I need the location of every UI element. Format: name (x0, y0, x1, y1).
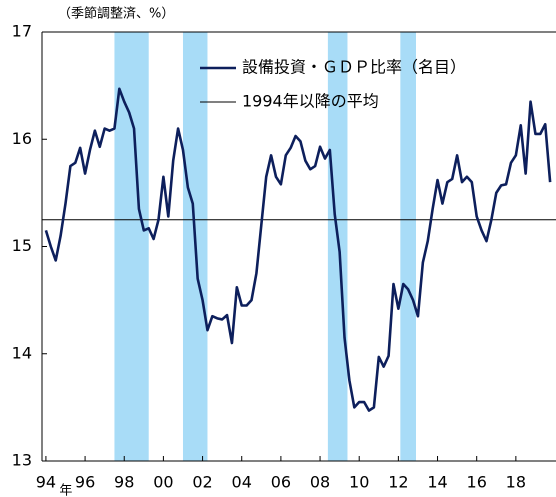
x-tick-label: 96 (75, 473, 95, 492)
y-unit-label: （季節調整済、%） (58, 6, 174, 22)
x-tick-label: 12 (388, 473, 408, 492)
y-tick-label: 17 (12, 22, 32, 41)
shaded-period (114, 32, 149, 461)
legend-label: 1994年以降の平均 (242, 92, 379, 111)
shaded-period (400, 32, 416, 461)
x-tick-label: 04 (232, 473, 252, 492)
series-line (44, 87, 552, 412)
x-tick-label: 02 (192, 473, 212, 492)
legend-label: 設備投資・ＧＤＰ比率（名目） (242, 58, 466, 77)
x-tick-label: 94 (36, 473, 56, 492)
x-unit-label: 年 (59, 484, 72, 497)
x-tick-label: 00 (153, 473, 173, 492)
x-tick-label: 16 (467, 473, 487, 492)
y-tick-label: 14 (12, 343, 32, 362)
x-tick-label: 10 (349, 473, 369, 492)
x-tick-label: 14 (427, 473, 447, 492)
y-tick-label: 15 (12, 236, 32, 255)
x-tick-label: 18 (506, 473, 526, 492)
x-tick-label: 98 (114, 473, 134, 492)
x-tick-label: 06 (271, 473, 291, 492)
y-tick-label: 16 (12, 129, 32, 148)
y-tick-label: 13 (12, 451, 32, 470)
x-tick-label: 08 (310, 473, 330, 492)
